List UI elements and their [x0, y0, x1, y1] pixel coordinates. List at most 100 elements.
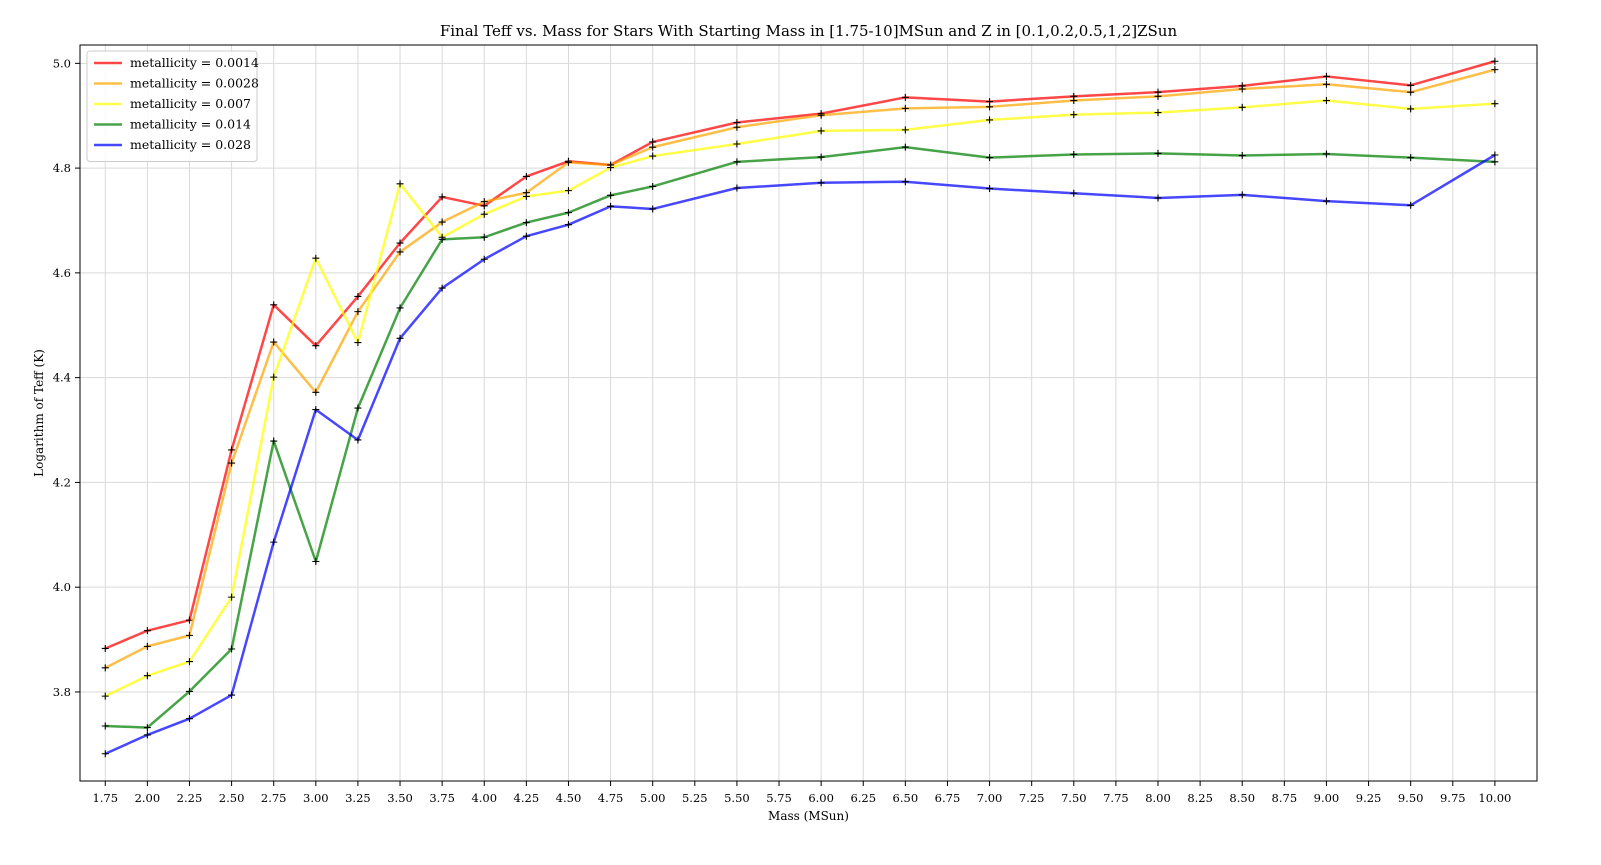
x-tick-label: 8.00	[1145, 791, 1171, 805]
data-point	[228, 446, 236, 454]
y-axis: 3.8 4.0 4.2 4.4 4.6 4.8 5.0	[53, 56, 80, 699]
data-point	[649, 143, 657, 151]
data-point	[986, 116, 994, 124]
data-point	[480, 210, 488, 218]
data-point	[101, 750, 109, 758]
data-point	[1407, 88, 1415, 96]
data-point	[901, 178, 909, 186]
series-line	[104, 68, 1496, 669]
legend-item: metallicity = 0.007	[94, 96, 251, 111]
y-tick-label: 4.0	[53, 580, 71, 594]
data-point	[185, 658, 193, 666]
data-point	[396, 180, 404, 188]
x-tick-label: 3.75	[429, 791, 455, 805]
data-point	[1322, 80, 1330, 88]
x-tick-label: 5.50	[724, 791, 750, 805]
x-tick-label: 2.25	[177, 791, 203, 805]
series-line	[104, 153, 1496, 755]
x-tick-label: 6.25	[850, 791, 876, 805]
x-tick-label: 4.50	[556, 791, 582, 805]
x-tick-label: 9.50	[1398, 791, 1424, 805]
data-point	[143, 627, 151, 635]
x-tick-label: 3.25	[345, 791, 371, 805]
x-tick-label: 4.25	[514, 791, 540, 805]
legend-item: metallicity = 0.028	[94, 137, 251, 152]
data-point	[564, 221, 572, 229]
x-tick-label: 10.00	[1478, 791, 1511, 805]
data-point	[986, 185, 994, 193]
x-tick-label: 8.50	[1229, 791, 1255, 805]
x-tick-label: 2.75	[261, 791, 287, 805]
data-point	[143, 672, 151, 680]
data-point	[1238, 152, 1246, 160]
data-point	[1491, 66, 1499, 74]
grid	[80, 45, 1537, 781]
data-point	[1070, 97, 1078, 105]
data-point	[312, 342, 320, 350]
data-point	[522, 232, 530, 240]
y-tick-label: 4.8	[53, 161, 71, 175]
data-point	[354, 308, 362, 316]
data-point	[438, 284, 446, 292]
data-point	[1154, 92, 1162, 100]
data-point	[185, 631, 193, 639]
data-point	[438, 235, 446, 243]
y-tick-label: 3.8	[53, 685, 71, 699]
data-point	[312, 406, 320, 414]
data-point	[522, 219, 530, 227]
data-point	[228, 691, 236, 699]
data-point	[986, 103, 994, 111]
x-tick-label: 6.00	[808, 791, 834, 805]
data-point	[354, 292, 362, 300]
data-point	[649, 152, 657, 160]
legend-label: metallicity = 0.028	[130, 137, 251, 152]
data-point	[1407, 81, 1415, 89]
data-point	[312, 254, 320, 262]
series-line	[104, 60, 1496, 650]
x-tick-label: 7.50	[1061, 791, 1087, 805]
x-axis-label: Mass (MSun)	[768, 809, 849, 823]
data-point	[396, 334, 404, 342]
series-1	[101, 66, 1499, 672]
data-point	[1322, 72, 1330, 80]
data-point	[480, 255, 488, 263]
legend: metallicity = 0.0014 metallicity = 0.0028…	[86, 50, 259, 162]
data-point	[817, 153, 825, 161]
data-point	[607, 202, 615, 210]
series-layer	[101, 57, 1499, 758]
data-point	[564, 209, 572, 217]
legend-label: metallicity = 0.007	[130, 96, 251, 111]
data-point	[1491, 100, 1499, 108]
x-tick-label: 6.50	[893, 791, 919, 805]
data-point	[986, 154, 994, 162]
data-point	[101, 664, 109, 672]
data-point	[270, 437, 278, 445]
data-point	[1407, 105, 1415, 113]
data-point	[1491, 151, 1499, 159]
data-point	[1238, 191, 1246, 199]
data-point	[901, 126, 909, 134]
data-point	[354, 436, 362, 444]
plot-area-border	[79, 44, 1538, 782]
data-point	[143, 642, 151, 650]
chart-title: Final Teff vs. Mass for Stars With Start…	[440, 22, 1178, 40]
data-point	[564, 187, 572, 195]
data-point	[649, 182, 657, 190]
data-point	[438, 193, 446, 201]
data-point	[185, 616, 193, 624]
data-point	[1407, 201, 1415, 209]
data-point	[270, 538, 278, 546]
x-tick-label: 3.50	[387, 791, 413, 805]
series-0	[101, 57, 1499, 652]
data-point	[522, 192, 530, 200]
x-tick-label: 6.75	[935, 791, 961, 805]
y-axis-label: Logarithm of Teff (K)	[32, 349, 46, 477]
x-tick-label: 2.50	[219, 791, 245, 805]
data-point	[733, 158, 741, 166]
data-point	[228, 459, 236, 467]
data-point	[817, 111, 825, 119]
data-point	[901, 143, 909, 151]
x-tick-label: 1.75	[92, 791, 118, 805]
data-point	[1154, 149, 1162, 157]
data-point	[228, 645, 236, 653]
